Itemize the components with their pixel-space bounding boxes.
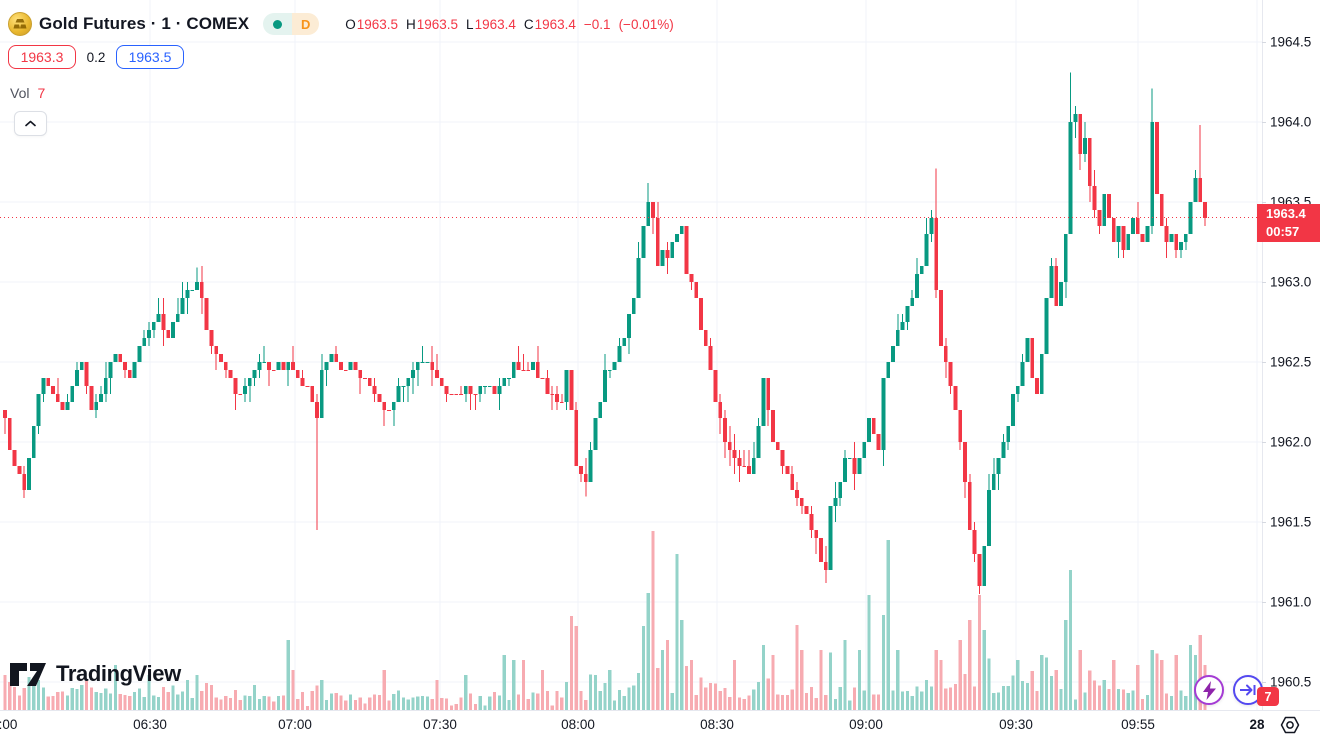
gold-bars-glyph bbox=[13, 19, 27, 29]
open-label: O bbox=[345, 16, 356, 32]
current-price-tag: 1963.4 00:57 bbox=[1257, 204, 1320, 242]
price-axis-label: 1961.5 bbox=[1270, 514, 1312, 530]
lightning-bolt-icon bbox=[1202, 680, 1216, 700]
volume-value: 7 bbox=[37, 85, 46, 101]
close-value: 1963.4 bbox=[534, 16, 576, 32]
bar-countdown: 00:57 bbox=[1266, 224, 1300, 239]
price-axis-tick bbox=[1262, 42, 1266, 43]
change-value: −0.1 bbox=[583, 16, 611, 32]
price-axis-label: 1960.5 bbox=[1270, 674, 1312, 690]
delayed-data-badge: D bbox=[292, 13, 320, 35]
price-axis-tick bbox=[1262, 362, 1266, 363]
sell-button[interactable]: 1963.3 bbox=[8, 45, 76, 69]
gold-symbol-icon bbox=[8, 12, 32, 36]
price-axis-label: 1964.5 bbox=[1270, 34, 1312, 50]
market-status-dot bbox=[273, 19, 283, 29]
time-axis[interactable]: :00 06:30 07:00 07:30 08:00 08:30 09:00 09:30 09… bbox=[0, 710, 1320, 740]
price-axis-tick bbox=[1262, 682, 1266, 683]
symbol-title[interactable]: Gold Futures · 1 · COMEX bbox=[39, 14, 250, 33]
time-axis-label: 08:00 bbox=[561, 717, 595, 732]
arrow-right-icon bbox=[1240, 684, 1256, 696]
time-axis-label: 08:30 bbox=[700, 717, 734, 732]
new-bars-count-badge[interactable]: 7 bbox=[1257, 687, 1279, 706]
spread-value: 0.2 bbox=[86, 49, 106, 65]
price-axis-tick bbox=[1262, 282, 1266, 283]
change-percent: (−0.01%) bbox=[618, 16, 674, 32]
buy-button[interactable]: 1963.5 bbox=[116, 45, 184, 69]
volume-label: Vol bbox=[10, 85, 30, 101]
price-axis-label: 1962.5 bbox=[1270, 354, 1312, 370]
time-axis-label: 09:55 bbox=[1121, 717, 1155, 732]
price-axis-label: 1964.0 bbox=[1270, 114, 1312, 130]
volume-indicator-legend: Vol 7 bbox=[10, 85, 45, 101]
price-axis-tick bbox=[1262, 522, 1266, 523]
axis-settings-hexagon-icon[interactable] bbox=[1280, 715, 1300, 734]
time-axis-label: 07:00 bbox=[278, 717, 312, 732]
ohlc-readout: O1963.5 H1963.5 L1963.4 C1963.4 −0.1 (−0… bbox=[345, 17, 674, 32]
price-axis-label: 1963.0 bbox=[1270, 274, 1312, 290]
trade-panel: 1963.3 0.2 1963.5 bbox=[8, 45, 184, 69]
tradingview-logo[interactable]: TradingView bbox=[10, 661, 181, 687]
chart-pane[interactable] bbox=[0, 0, 1262, 710]
close-label: C bbox=[523, 16, 534, 32]
price-axis-tick bbox=[1262, 122, 1266, 123]
price-axis[interactable]: 1964.5 1964.0 1963.5 1963.0 1962.5 1962.0 1961… bbox=[1262, 0, 1320, 710]
hexagon-icon bbox=[1280, 716, 1300, 733]
high-label: H bbox=[406, 16, 416, 32]
collapse-legend-button[interactable] bbox=[14, 111, 47, 136]
current-price-value: 1963.4 bbox=[1266, 206, 1306, 221]
price-axis-label: 1961.0 bbox=[1270, 594, 1312, 610]
chevron-up-icon bbox=[25, 120, 36, 127]
open-value: 1963.5 bbox=[356, 16, 398, 32]
time-axis-label: 06:30 bbox=[133, 717, 167, 732]
flash-alert-button[interactable] bbox=[1194, 675, 1224, 705]
low-label: L bbox=[466, 16, 474, 32]
price-axis-tick bbox=[1262, 202, 1266, 203]
tradingview-logo-text: TradingView bbox=[56, 661, 181, 686]
time-axis-label: 09:00 bbox=[849, 717, 883, 732]
price-axis-label: 1962.0 bbox=[1270, 434, 1312, 450]
high-value: 1963.5 bbox=[416, 16, 459, 32]
low-value: 1963.4 bbox=[474, 16, 516, 32]
time-axis-label: :00 bbox=[0, 717, 18, 732]
symbol-status-pill[interactable]: D bbox=[263, 13, 320, 35]
time-axis-label: 28 bbox=[1249, 717, 1265, 732]
symbol-legend: Gold Futures · 1 · COMEX D O1963.5 H1963… bbox=[8, 12, 674, 36]
price-axis-tick bbox=[1262, 442, 1266, 443]
time-axis-label: 07:30 bbox=[423, 717, 457, 732]
tradingview-logo-icon bbox=[10, 662, 46, 686]
price-axis-tick bbox=[1262, 602, 1266, 603]
time-axis-label: 09:30 bbox=[999, 717, 1033, 732]
